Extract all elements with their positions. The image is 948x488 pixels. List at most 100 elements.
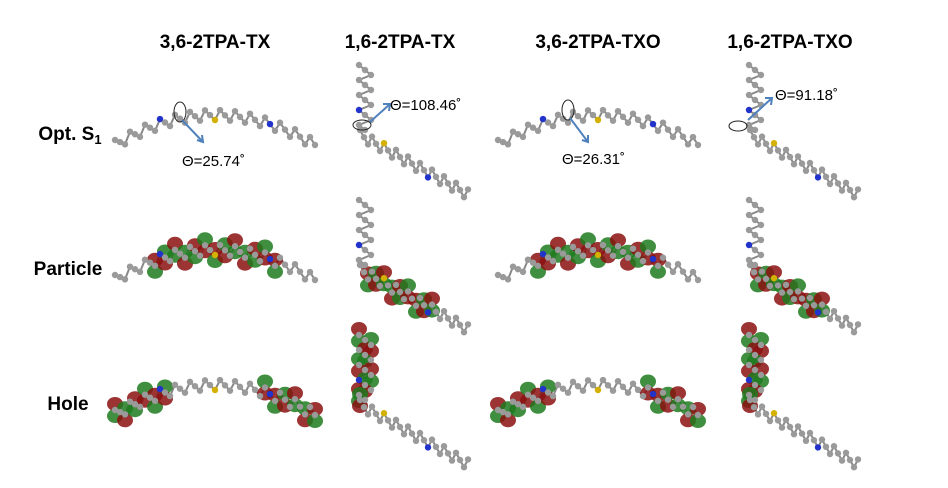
atom: [261, 384, 269, 391]
atom: [384, 282, 392, 289]
atom: [116, 408, 124, 416]
atom: [420, 167, 428, 174]
atom: [814, 309, 822, 316]
atom: [745, 241, 753, 249]
atom: [758, 133, 766, 140]
atom: [364, 141, 372, 148]
column-header: 3,6-2TPA-TXO: [535, 32, 660, 53]
atom: [818, 301, 826, 308]
atom: [388, 289, 396, 296]
atom: [842, 179, 850, 186]
atom: [649, 255, 657, 263]
atom: [396, 288, 404, 296]
atom: [770, 140, 778, 147]
atom: [762, 275, 770, 282]
atom: [291, 126, 299, 133]
atom: [367, 101, 375, 109]
atom: [786, 153, 794, 161]
atom: [850, 194, 858, 201]
atom: [361, 66, 369, 74]
atom: [271, 262, 279, 269]
atom: [388, 154, 396, 161]
atom: [448, 322, 456, 329]
atom: [281, 126, 289, 133]
atom: [408, 295, 416, 302]
atom: [549, 392, 557, 400]
atom: [206, 111, 214, 119]
orbital-lobe: [376, 265, 392, 280]
atom: [206, 381, 214, 389]
atom: [311, 411, 319, 419]
atom: [644, 384, 652, 391]
atom: [782, 281, 790, 288]
atom: [156, 250, 164, 258]
atom: [111, 406, 119, 414]
atom: [842, 449, 850, 456]
atom: [355, 391, 363, 399]
atom: [494, 271, 502, 279]
atom: [360, 134, 368, 141]
bond: [747, 64, 859, 200]
atom: [654, 262, 662, 269]
atom: [751, 396, 759, 404]
atom: [424, 174, 432, 181]
atom: [408, 160, 416, 167]
atom: [574, 113, 582, 120]
atom: [181, 389, 189, 396]
atom: [806, 294, 814, 302]
atom: [281, 261, 289, 268]
atom: [766, 417, 774, 425]
atom: [364, 411, 372, 418]
atom: [534, 397, 542, 404]
atom: [126, 263, 134, 270]
atom: [826, 180, 834, 188]
atom: [432, 173, 440, 180]
atom: [131, 401, 139, 408]
atom: [519, 133, 527, 141]
atom: [361, 216, 369, 224]
arrow-head: [765, 97, 774, 106]
atom: [579, 252, 587, 259]
atom: [392, 281, 400, 288]
atom: [376, 417, 384, 425]
atom: [822, 308, 830, 315]
atom: [509, 128, 517, 135]
atom: [770, 410, 778, 417]
orbital-lobe: [500, 413, 516, 428]
atom: [355, 91, 363, 99]
atom: [360, 269, 368, 276]
atom: [786, 288, 794, 296]
atom: [380, 275, 388, 282]
atom: [176, 250, 184, 257]
atom: [834, 315, 842, 322]
atom: [428, 301, 436, 308]
angle-arrows: [173, 97, 774, 144]
atom: [460, 194, 468, 201]
atom: [790, 296, 798, 303]
atom: [554, 381, 562, 388]
atom: [745, 361, 753, 369]
atom: [659, 389, 667, 396]
orbital-lobe: [257, 239, 273, 254]
atom: [654, 127, 662, 134]
atom: [141, 256, 149, 263]
atom: [499, 273, 507, 281]
atom: [644, 249, 652, 256]
atom: [355, 196, 363, 204]
atom: [494, 406, 502, 414]
atom: [231, 243, 239, 250]
atom: [604, 247, 612, 254]
bond: [357, 64, 469, 200]
atom: [794, 423, 802, 430]
atom: [751, 81, 759, 89]
atom: [136, 403, 144, 411]
atom: [136, 268, 144, 276]
atom: [751, 201, 759, 209]
atom: [355, 361, 363, 369]
arrow-head: [196, 134, 205, 144]
atom: [846, 456, 854, 464]
atom: [751, 126, 759, 134]
atom: [750, 269, 758, 276]
atom: [384, 147, 392, 154]
atom: [754, 276, 762, 283]
